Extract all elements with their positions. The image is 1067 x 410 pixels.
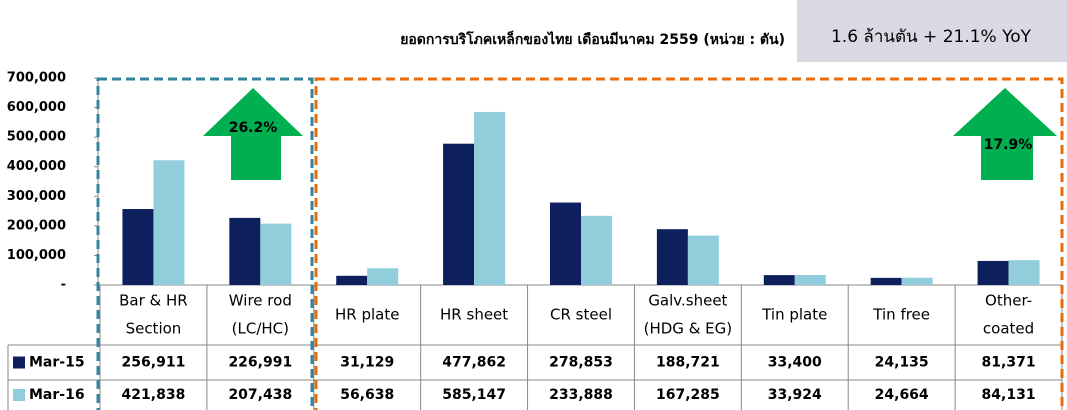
bar	[870, 277, 902, 285]
bar	[122, 209, 154, 285]
group-box	[314, 77, 1064, 410]
value-label: 226,991	[228, 355, 292, 371]
annotation: 26.2%	[229, 120, 278, 136]
y-tick-label: 300,000	[7, 189, 66, 204]
bar	[229, 217, 261, 285]
bar	[763, 275, 795, 285]
value-label: 233,888	[549, 387, 613, 403]
value-label: 167,285	[656, 387, 720, 403]
value-label: 56,638	[340, 387, 394, 403]
subtitle: 1.6 ล้านตัน + 21.1% YoY	[831, 27, 1032, 47]
legend-swatch	[13, 356, 25, 369]
bar	[153, 160, 185, 285]
bar	[687, 235, 719, 285]
bar	[260, 223, 292, 285]
value-label: 33,924	[768, 387, 822, 403]
group-box	[96, 77, 314, 410]
bar	[656, 229, 688, 285]
value-label: 477,862	[442, 355, 506, 371]
x-tick-label: Tin free	[872, 306, 930, 324]
arrow	[953, 88, 1057, 180]
y-tick-label: 700,000	[7, 71, 66, 86]
x-tick-label: (HDG & EG)	[644, 320, 733, 338]
y-tick-label: 500,000	[7, 130, 66, 145]
y-tick-label: 400,000	[7, 159, 66, 174]
arrow	[203, 88, 303, 180]
legend-swatch	[13, 389, 25, 401]
value-label: 421,838	[122, 387, 186, 403]
bar	[336, 275, 368, 285]
x-tick-label: Bar & HR	[119, 292, 188, 310]
y-tick-label: 100,000	[7, 248, 66, 263]
x-tick-label: HR plate	[335, 306, 399, 324]
value-label: 256,911	[122, 355, 186, 371]
value-label: 24,664	[875, 387, 929, 403]
bar	[367, 268, 399, 285]
x-tick-label: (LC/HC)	[232, 320, 289, 338]
annotation: 17.9%	[984, 137, 1033, 153]
bar	[794, 274, 826, 285]
x-tick-label: Tin plate	[761, 306, 827, 324]
bar	[550, 202, 581, 285]
bar	[581, 215, 612, 285]
value-label: 84,131	[982, 387, 1036, 403]
bar	[474, 111, 506, 285]
bar	[977, 260, 1009, 285]
x-tick-label: Section	[126, 320, 182, 338]
value-label: 278,853	[549, 355, 613, 371]
chart-title: ยอดการบริโภคเหล็กของไทย เดือนมีนาคม 2559…	[400, 30, 785, 48]
legend-label: Mar-16	[29, 387, 85, 403]
x-tick-label: Galv.sheet	[648, 292, 727, 310]
y-tick-label: 200,000	[7, 218, 66, 233]
x-tick-label: CR steel	[550, 306, 612, 324]
x-tick-label: HR sheet	[440, 306, 508, 324]
value-label: 33,400	[768, 355, 822, 371]
value-label: 207,438	[228, 387, 292, 403]
y-tick-label: 600,000	[7, 100, 66, 115]
value-label: 31,129	[340, 355, 394, 371]
value-label: 24,135	[875, 355, 929, 371]
x-tick-label: coated	[983, 320, 1034, 338]
bar	[901, 277, 933, 285]
bar	[1008, 260, 1040, 285]
subtitle-box	[797, 0, 1067, 62]
value-label: 188,721	[656, 355, 720, 371]
x-tick-label: Other-	[985, 292, 1032, 310]
y-tick-label: -	[61, 278, 66, 293]
bar	[443, 143, 475, 285]
value-label: 81,371	[982, 355, 1036, 371]
legend-label: Mar-15	[29, 355, 85, 371]
value-label: 585,147	[442, 387, 506, 403]
x-tick-label: Wire rod	[229, 292, 292, 310]
